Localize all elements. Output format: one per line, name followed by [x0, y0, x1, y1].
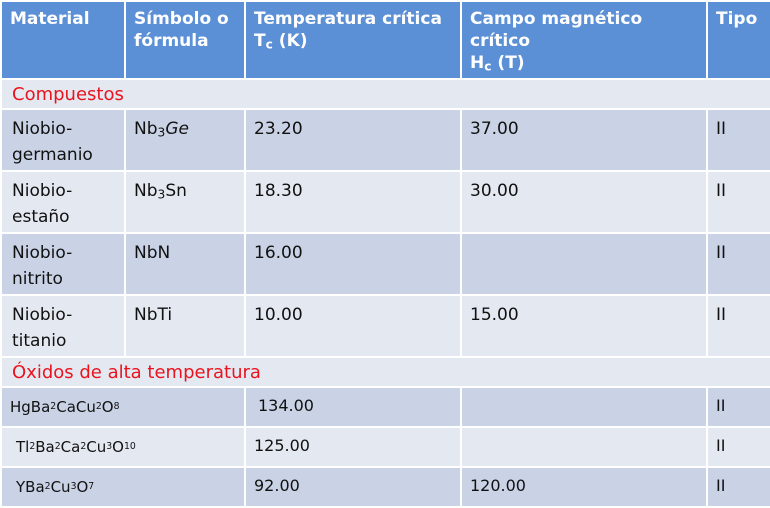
formula-cell: Tl2Ba2Ca2Cu3O10 [0, 425, 246, 468]
formula-cell: NbTi [124, 293, 246, 358]
formula-cell: HgBa2CaCu2O8 [0, 385, 246, 428]
tc-cell: 23.20 [244, 107, 462, 172]
section-row-compuestos: Compuestos [0, 77, 770, 110]
hc-cell [460, 231, 708, 296]
table-row: Niobio-estaño Nb3Sn 18.30 30.00 II [0, 169, 770, 234]
tipo-cell: II [706, 231, 770, 296]
hc-cell: 30.00 [460, 169, 708, 234]
tc-cell: 16.00 [244, 231, 462, 296]
header-simbolo: Símbolo o fórmula [124, 0, 246, 80]
table-row: YBa2Cu3O7 92.00 120.00 II [0, 465, 770, 508]
tipo-cell: II [706, 425, 770, 468]
header-tipo: Tipo [706, 0, 770, 80]
material-cell: Niobio-nitrito [0, 231, 126, 296]
table-row: Niobio-nitrito NbN 16.00 II [0, 231, 770, 296]
tipo-cell: II [706, 293, 770, 358]
header-row: Material Símbolo o fórmula Temperatura cr… [0, 0, 770, 80]
tc-cell: 18.30 [244, 169, 462, 234]
section-title: Compuestos [0, 77, 770, 110]
section-row-oxidos: Óxidos de alta temperatura [0, 355, 770, 388]
table-row: Tl2Ba2Ca2Cu3O10 125.00 II [0, 425, 770, 468]
table-row: Niobio-titanio NbTi 10.00 15.00 II [0, 293, 770, 358]
tc-cell: 125.00 [244, 425, 462, 468]
formula-cell: Nb3Ge [124, 107, 246, 172]
table-row: Niobio-germanio Nb3Ge 23.20 37.00 II [0, 107, 770, 172]
material-cell: Niobio-estaño [0, 169, 126, 234]
tc-cell: 92.00 [244, 465, 462, 508]
tipo-cell: II [706, 169, 770, 234]
header-campo: Campo magnético crítico Hc (T) [460, 0, 708, 80]
hc-cell: 120.00 [460, 465, 708, 508]
tc-cell: 134.00 [244, 385, 462, 428]
material-cell: Niobio-titanio [0, 293, 126, 358]
tipo-cell: II [706, 385, 770, 428]
tipo-cell: II [706, 465, 770, 508]
hc-cell: 37.00 [460, 107, 708, 172]
tipo-cell: II [706, 107, 770, 172]
material-cell: Niobio-germanio [0, 107, 126, 172]
header-temperatura: Temperatura crítica Tc (K) [244, 0, 462, 80]
hc-cell: 15.00 [460, 293, 708, 358]
section-title: Óxidos de alta temperatura [0, 355, 770, 388]
formula-cell: YBa2Cu3O7 [0, 465, 246, 508]
formula-cell: Nb3Sn [124, 169, 246, 234]
hc-cell [460, 425, 708, 468]
tc-cell: 10.00 [244, 293, 462, 358]
header-material: Material [0, 0, 126, 80]
hc-cell [460, 385, 708, 428]
formula-cell: NbN [124, 231, 246, 296]
table-row: HgBa2CaCu2O8 134.00 II [0, 385, 770, 428]
